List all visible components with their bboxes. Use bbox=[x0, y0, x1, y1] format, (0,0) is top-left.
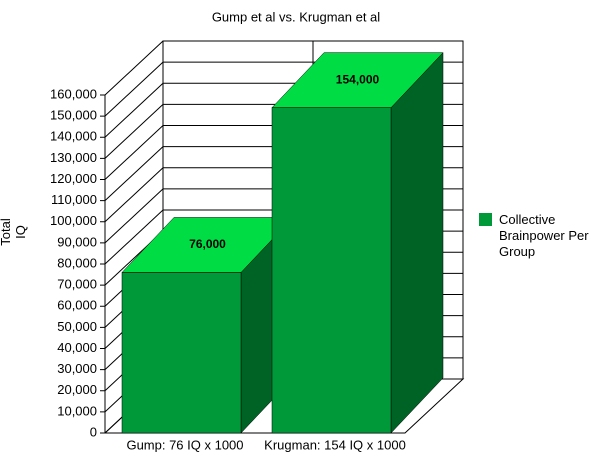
bar bbox=[271, 107, 392, 434]
grid-line bbox=[104, 167, 164, 223]
grid-line bbox=[104, 146, 164, 201]
chart-title: Gump et al vs. Krugman et al bbox=[212, 9, 380, 24]
grid-line bbox=[104, 40, 164, 96]
value-label: 154,000 bbox=[336, 72, 380, 86]
value-label: 76,000 bbox=[189, 237, 226, 251]
y-tick-label: 20,000 bbox=[57, 382, 97, 397]
bar-side bbox=[390, 52, 444, 434]
grid-line bbox=[104, 82, 164, 138]
y-tick-label: 150,000 bbox=[50, 108, 97, 123]
y-tick-label: 70,000 bbox=[57, 277, 97, 292]
y-tick-label: 100,000 bbox=[50, 213, 97, 228]
grid-line bbox=[104, 209, 164, 265]
y-tick-label: 160,000 bbox=[50, 86, 97, 101]
y-tick-label: 80,000 bbox=[57, 255, 97, 270]
grid-line bbox=[104, 125, 164, 180]
y-tick-label: 120,000 bbox=[50, 171, 97, 186]
y-tick-label: 60,000 bbox=[57, 298, 97, 313]
y-tick-label: 130,000 bbox=[50, 150, 97, 165]
y-tick-label: 90,000 bbox=[57, 234, 97, 249]
x-tick-label: Krugman: 154 IQ x 1000 bbox=[264, 437, 406, 452]
legend-swatch bbox=[479, 213, 492, 226]
grid-line bbox=[104, 61, 164, 117]
y-tick-label: 0 bbox=[90, 424, 97, 439]
y-axis-label: Total IQ bbox=[0, 218, 28, 246]
y-tick-label: 40,000 bbox=[57, 340, 97, 355]
y-tick-label: 30,000 bbox=[57, 361, 97, 376]
y-tick-label: 10,000 bbox=[57, 403, 97, 418]
legend-label: Collective Brainpower Per Group bbox=[499, 212, 589, 259]
y-tick-label: 50,000 bbox=[57, 319, 97, 334]
bar bbox=[121, 272, 242, 434]
y-tick-label: 140,000 bbox=[50, 129, 97, 144]
x-tick-label: Gump: 76 IQ x 1000 bbox=[126, 437, 243, 452]
grid-line bbox=[104, 104, 164, 159]
y-tick-label: 110,000 bbox=[51, 192, 97, 207]
grid-line bbox=[104, 188, 164, 244]
